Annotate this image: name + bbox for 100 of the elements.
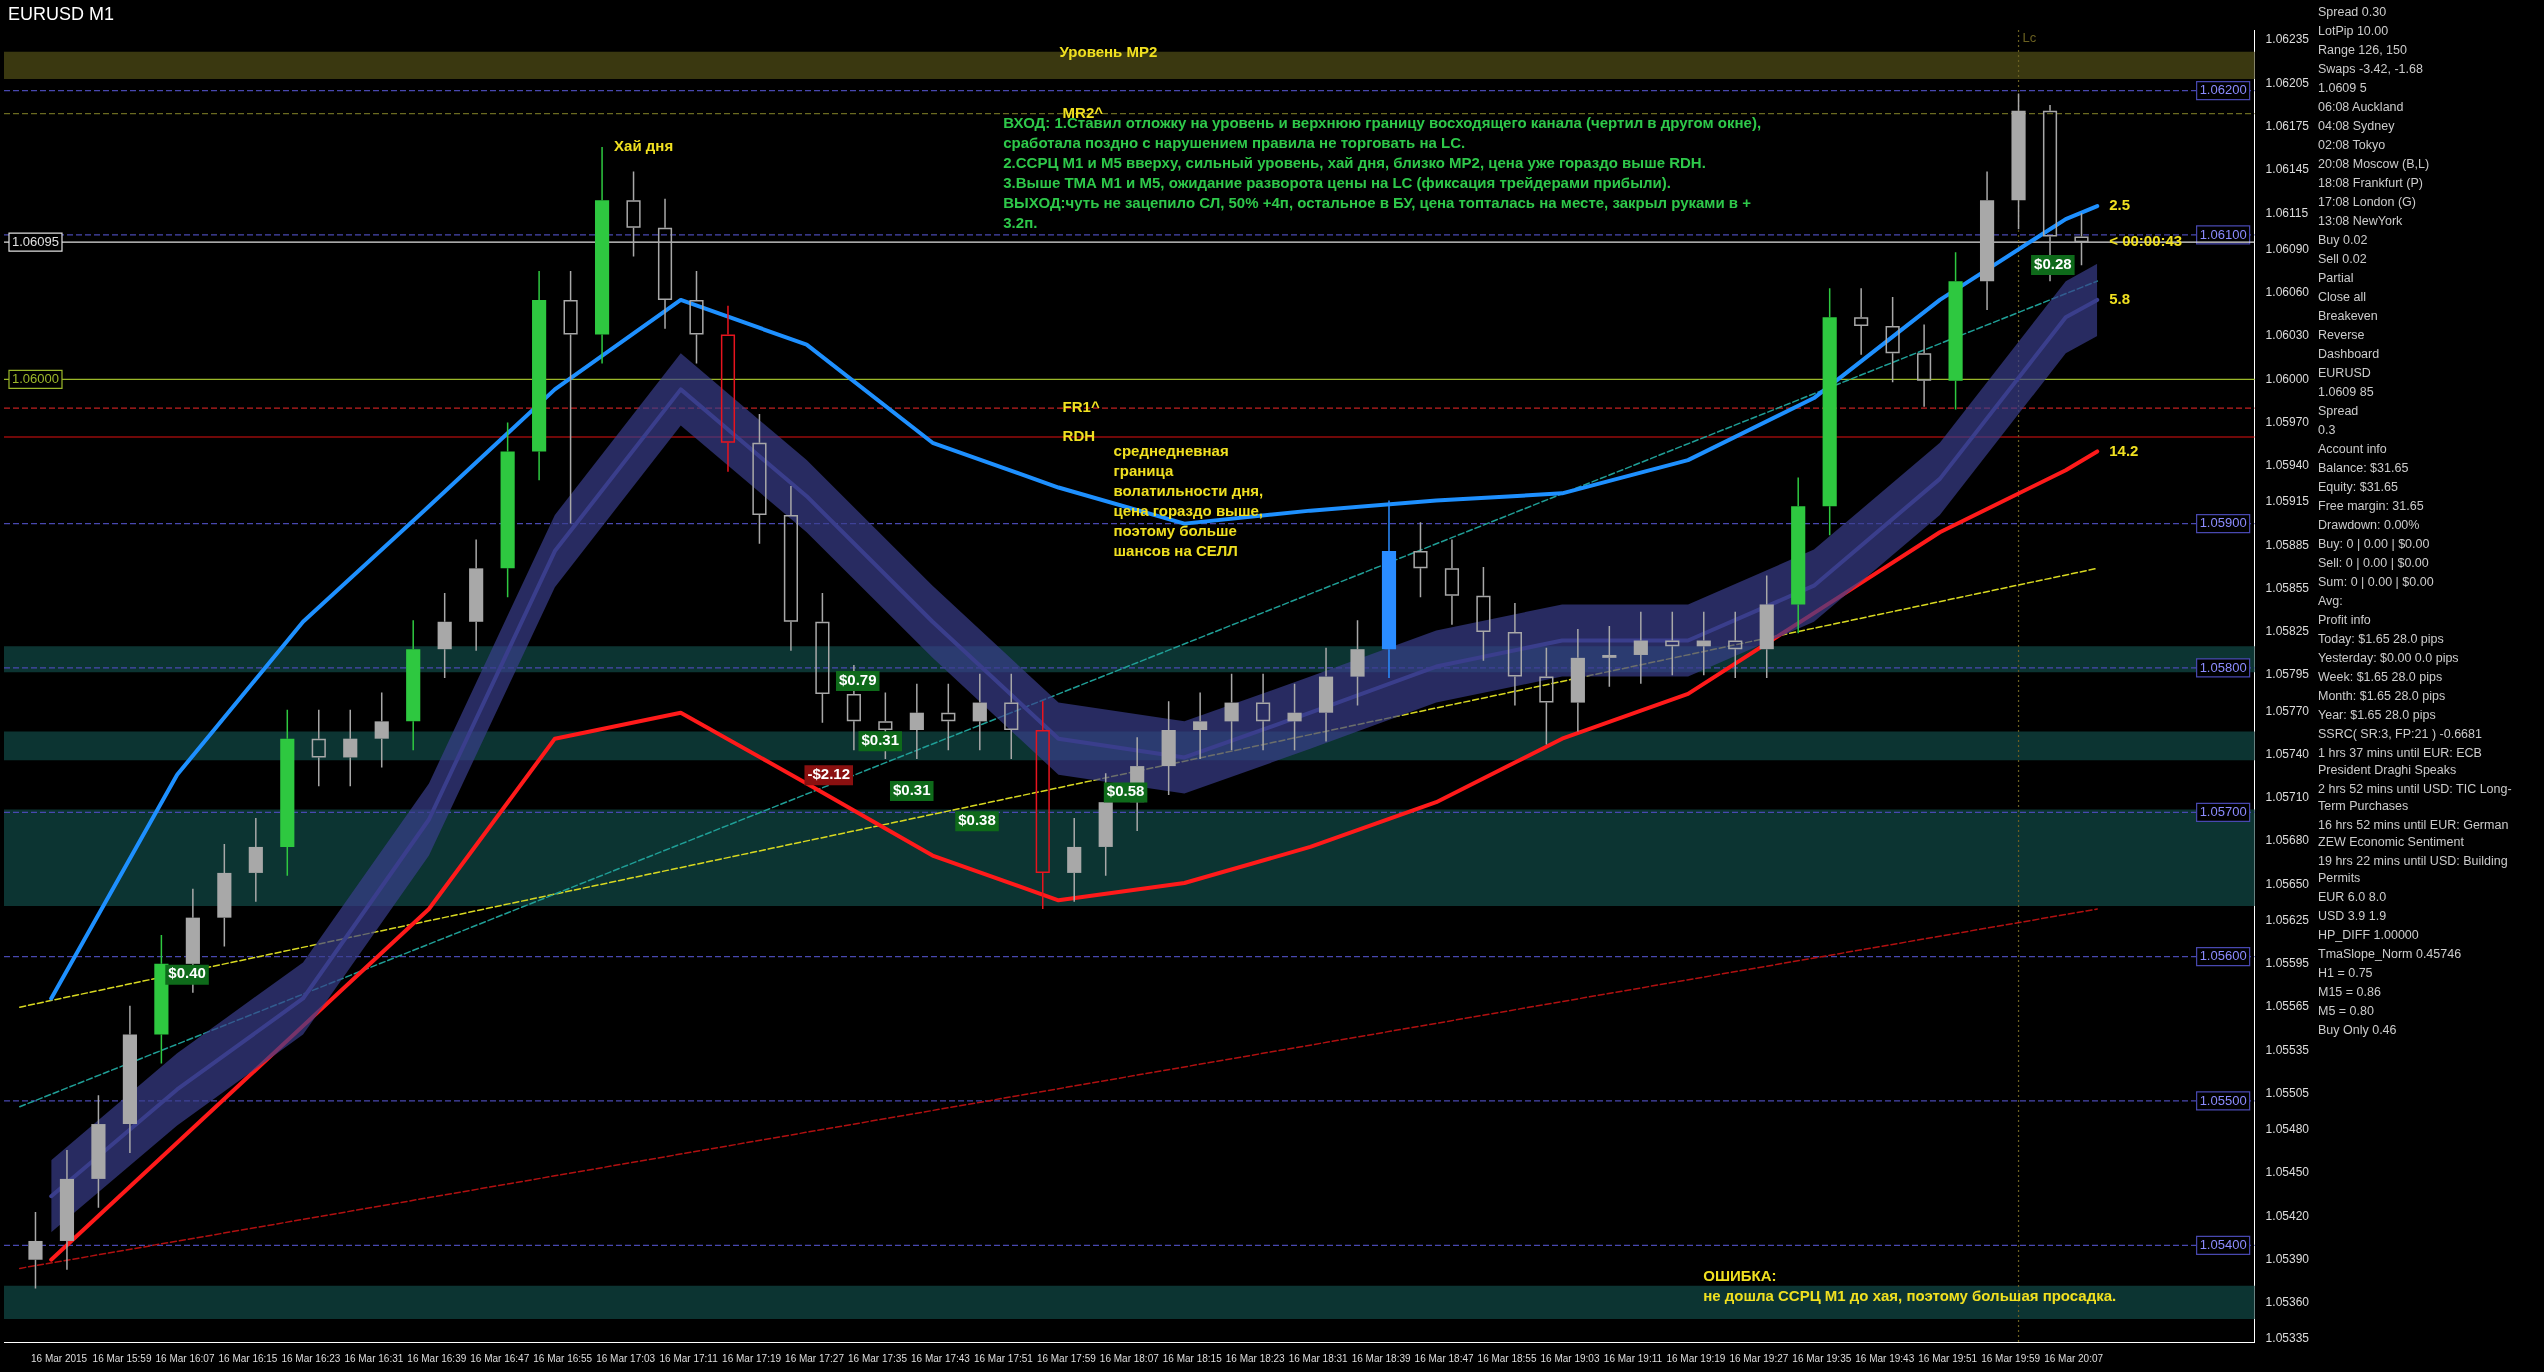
- candlestick: [28, 1211, 43, 1290]
- candlestick: [1507, 602, 1522, 707]
- text: 16 hrs 52 mins until EUR: German ZEW Economic Sentiment: [2318, 817, 2510, 851]
- text: 18:08 Frankfurt (P): [2318, 175, 2424, 192]
- annotation: 2.5: [2109, 196, 2131, 214]
- candlestick: [217, 843, 232, 948]
- annotation: Уровень MP2: [1059, 43, 1158, 61]
- ref-line-label: 1.06100: [2199, 226, 2247, 242]
- y-tick-label: 1.05680: [2265, 833, 2310, 848]
- candlestick: [563, 270, 578, 525]
- text: Dashboard: [2318, 346, 2381, 363]
- candlestick: [248, 817, 263, 903]
- y-tick-label: 1.05970: [2265, 414, 2310, 429]
- y-tick-label: 1.06115: [2265, 205, 2309, 220]
- text: SSRC( SR:3, FP:21 ) -0.6681: [2318, 726, 2483, 743]
- annotation: $0.58: [1106, 782, 1145, 800]
- x-tick-label: 16 Mar 17:11: [659, 1352, 719, 1364]
- candlestick: [815, 592, 830, 724]
- x-tick-label: 16 Mar 19:51: [1918, 1352, 1978, 1364]
- x-tick-label: 16 Mar 19:19: [1666, 1352, 1726, 1364]
- text: 2 hrs 52 mins until USD: TIC Long-Term Purchases: [2318, 781, 2513, 815]
- ref-line-label: 1.05500: [2199, 1092, 2247, 1108]
- x-tick-label: 16 Mar 18:47: [1414, 1352, 1474, 1364]
- x-tick-label: 16 Mar 19:11: [1603, 1352, 1663, 1364]
- candlestick: [626, 170, 641, 258]
- y-tick-label: 1.05740: [2265, 746, 2310, 761]
- candlestick: [1350, 619, 1365, 707]
- ref-line-label: 1.06000: [12, 370, 59, 386]
- annotation: ОШИБКА: не дошла ССРЦ М1 до хая, поэтому большая просадка.: [1703, 1267, 2117, 1305]
- candlestick: [1381, 499, 1397, 679]
- text: 04:08 Sydney: [2318, 118, 2396, 135]
- y-tick-label: 1.05480: [2265, 1122, 2310, 1137]
- annotation: $0.40: [168, 964, 206, 982]
- candlestick: [1948, 251, 1963, 411]
- candlestick: [1979, 170, 1995, 311]
- ref-line-label: 1.05600: [2199, 948, 2247, 964]
- y-tick-label: 1.05565: [2265, 999, 2310, 1014]
- candlestick: [1665, 610, 1680, 676]
- annotation: $0.79: [838, 670, 877, 688]
- annotation: $0.38: [958, 810, 996, 828]
- text: 20:08 Moscow (B,L): [2318, 156, 2431, 173]
- candlestick: [1193, 691, 1208, 760]
- candlestick: [374, 691, 389, 769]
- text: Buy Only 0.46: [2318, 1022, 2398, 1039]
- candlestick: [91, 1094, 106, 1209]
- text: Free margin: 31.65: [2318, 498, 2425, 515]
- candlestick: [1885, 296, 1900, 383]
- text: 1 hrs 37 mins until EUR: ECB President Draghi Speaks: [2318, 745, 2483, 779]
- text: Spread: [2318, 403, 2360, 420]
- y-tick-label: 1.05855: [2265, 580, 2310, 595]
- candlestick: [311, 709, 326, 788]
- candlestick: [1256, 672, 1271, 751]
- y-tick-label: 1.05710: [2265, 790, 2310, 805]
- text: Today: $1.65 28.0 pips: [2318, 631, 2445, 648]
- text: Week: $1.65 28.0 pips: [2318, 669, 2444, 686]
- candlestick: [594, 146, 610, 365]
- text: Equity: $31.65: [2318, 479, 2399, 496]
- x-tick-label: 16 Mar 16:23: [281, 1352, 341, 1364]
- candlestick: [532, 270, 547, 482]
- y-tick-label: 1.05795: [2265, 667, 2310, 682]
- y-tick-label: 1.05940: [2265, 458, 2310, 473]
- candlestick: [1791, 476, 1806, 635]
- candlestick: [1004, 672, 1019, 760]
- candlestick: [1539, 647, 1554, 746]
- text: TmaSlope_Norm 0.45746: [2318, 946, 2463, 963]
- x-tick-label: 16 Mar 19:59: [1981, 1352, 2041, 1364]
- text: Range 126, 150: [2318, 42, 2408, 59]
- ref-line-label: 1.05800: [2199, 659, 2247, 675]
- y-tick-label: 1.06145: [2265, 162, 2310, 177]
- text: Spread 0.30: [2318, 4, 2388, 21]
- candlestick: [2074, 212, 2089, 267]
- candlestick: [720, 304, 736, 473]
- x-tick-label: 16 Mar 16:55: [533, 1352, 593, 1364]
- candlestick: [406, 619, 421, 751]
- y-tick-label: 1.06090: [2265, 241, 2310, 256]
- y-tick-label: 1.05650: [2265, 876, 2310, 891]
- text: Account info: [2318, 441, 2388, 458]
- candlestick: [941, 683, 956, 751]
- candlestick: [1476, 566, 1491, 662]
- candlestick: [1224, 672, 1239, 751]
- candlestick: [154, 934, 169, 1065]
- candlestick: [1633, 610, 1648, 685]
- x-tick-label: 16 Mar 17:35: [848, 1352, 908, 1364]
- candlestick: [1287, 683, 1302, 751]
- candlestick: [2011, 92, 2026, 230]
- text: M15 = 0.86: [2318, 984, 2382, 1001]
- y-tick-label: 1.06235: [2265, 32, 2310, 47]
- x-tick-label: 16 Mar 17:19: [722, 1352, 782, 1364]
- y-tick-label: 1.06205: [2265, 75, 2310, 90]
- x-tick-label: 16 Mar 18:15: [1162, 1352, 1223, 1364]
- y-tick-label: 1.05360: [2265, 1295, 2310, 1310]
- text: 02:08 Tokyo: [2318, 137, 2387, 154]
- x-tick-label: 16 Mar 16:31: [344, 1352, 404, 1364]
- text: M5 = 0.80: [2318, 1003, 2375, 1020]
- annotation: 14.2: [2109, 441, 2139, 459]
- candlestick: [469, 538, 484, 652]
- candlestick: [1035, 700, 1050, 910]
- y-tick-label: 1.05915: [2265, 494, 2310, 509]
- candlestick: [1570, 628, 1585, 733]
- annotation: RDH: [1062, 427, 1096, 445]
